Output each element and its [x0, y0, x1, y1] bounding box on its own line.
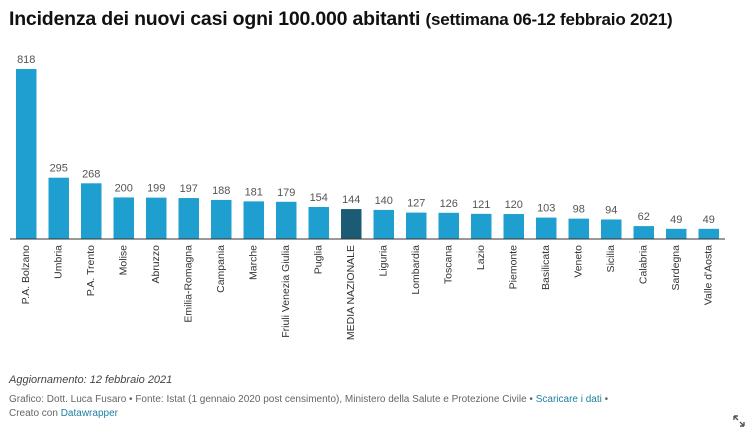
bar-molise[interactable]	[113, 197, 134, 239]
category-label: Valle d'Aosta	[703, 245, 715, 305]
update-note: Aggiornamento: 12 febbraio 2021	[9, 374, 173, 386]
category-label: Piemonte	[508, 245, 520, 290]
expand-icon-glyph	[733, 415, 745, 427]
category-label: Abruzzo	[150, 245, 162, 284]
bar-lazio[interactable]	[471, 213, 492, 239]
category-label: Umbria	[53, 245, 65, 279]
value-label: 140	[375, 195, 393, 207]
category-label: Sicilia	[605, 245, 617, 273]
bar-valle-d-aosta[interactable]	[698, 228, 719, 239]
bar-sicilia[interactable]	[601, 219, 622, 239]
bars-group: 818 P.A. Bolzano 295 Umbria 268 P.A. Trento 20…	[16, 54, 719, 340]
category-label: P.A. Bolzano	[20, 245, 32, 305]
bar-emilia-romagna[interactable]	[178, 198, 199, 239]
category-label: P.A. Trento	[85, 245, 97, 296]
category-label: Lazio	[475, 245, 487, 270]
source-note: Grafico: Dott. Luca Fusaro • Fonte: Ista…	[9, 393, 729, 421]
value-label: 127	[407, 198, 425, 210]
bar-toscana[interactable]	[438, 212, 459, 239]
bar-chart: 818 P.A. Bolzano 295 Umbria 268 P.A. Trento 20…	[10, 54, 725, 340]
category-label: Molise	[118, 245, 130, 276]
bar-lombardia[interactable]	[406, 212, 427, 239]
bar-liguria[interactable]	[373, 209, 394, 239]
value-label: 179	[277, 187, 295, 199]
separator-bullet: •	[604, 394, 609, 405]
value-label: 199	[147, 183, 165, 195]
bar-puglia[interactable]	[308, 207, 329, 239]
category-label: Calabria	[638, 245, 650, 284]
expand-icon[interactable]	[733, 415, 745, 427]
category-label: Campania	[215, 245, 227, 293]
value-label: 188	[212, 185, 230, 197]
value-label: 197	[180, 183, 198, 195]
chart-title-period: (settimana 06-12 febbraio 2021)	[425, 10, 673, 29]
bar-p-a-trento[interactable]	[81, 183, 102, 239]
bar-abruzzo[interactable]	[146, 197, 167, 239]
value-label: 49	[670, 214, 682, 226]
bar-p-a-bolzano[interactable]	[16, 69, 37, 239]
bar-veneto[interactable]	[568, 218, 589, 239]
bar-sardegna[interactable]	[666, 228, 687, 239]
category-label: Basilicata	[540, 245, 552, 290]
category-label: Lombardia	[410, 245, 422, 295]
category-label: Sardegna	[670, 245, 682, 291]
download-data-link[interactable]: Scaricare i dati	[535, 394, 602, 405]
value-label: 126	[440, 198, 458, 210]
value-label: 98	[573, 204, 585, 216]
category-label: MEDIA NAZIONALE	[345, 245, 357, 340]
category-label: Marche	[248, 245, 260, 280]
source-text: Grafico: Dott. Luca Fusaro • Fonte: Ista…	[9, 394, 533, 405]
chart-title-main: Incidenza dei nuovi casi ogni 100.000 ab…	[9, 8, 421, 30]
datawrapper-link[interactable]: Datawrapper	[60, 408, 118, 419]
chart-title: Incidenza dei nuovi casi ogni 100.000 ab…	[9, 8, 744, 31]
bar-basilicata[interactable]	[536, 217, 557, 239]
value-label: 181	[245, 186, 263, 198]
category-label: Toscana	[443, 245, 455, 284]
value-label: 49	[703, 214, 715, 226]
value-label: 154	[310, 192, 328, 204]
value-label: 62	[638, 211, 650, 223]
value-label: 121	[472, 199, 490, 211]
bar-calabria[interactable]	[633, 226, 654, 239]
value-label: 120	[505, 199, 523, 211]
category-label: Liguria	[378, 245, 390, 277]
bar-campania[interactable]	[211, 199, 232, 239]
value-label: 144	[342, 194, 360, 206]
value-label: 200	[115, 182, 133, 194]
category-label: Emilia-Romagna	[183, 245, 195, 323]
value-label: 295	[50, 163, 68, 175]
value-label: 268	[82, 168, 100, 180]
value-label: 94	[605, 204, 617, 216]
category-label: Veneto	[573, 245, 585, 278]
value-label: 818	[17, 54, 35, 66]
bar-piemonte[interactable]	[503, 214, 524, 239]
bar-media-nazionale[interactable]	[341, 209, 362, 239]
created-with-text: Creato con	[9, 408, 58, 419]
bar-friuli-venezia-giulia[interactable]	[276, 201, 297, 239]
bar-umbria[interactable]	[48, 177, 69, 239]
category-label: Puglia	[313, 245, 325, 274]
category-label: Friuli Venezia Giulia	[280, 245, 292, 338]
bar-marche[interactable]	[243, 201, 264, 239]
value-label: 103	[537, 203, 555, 215]
